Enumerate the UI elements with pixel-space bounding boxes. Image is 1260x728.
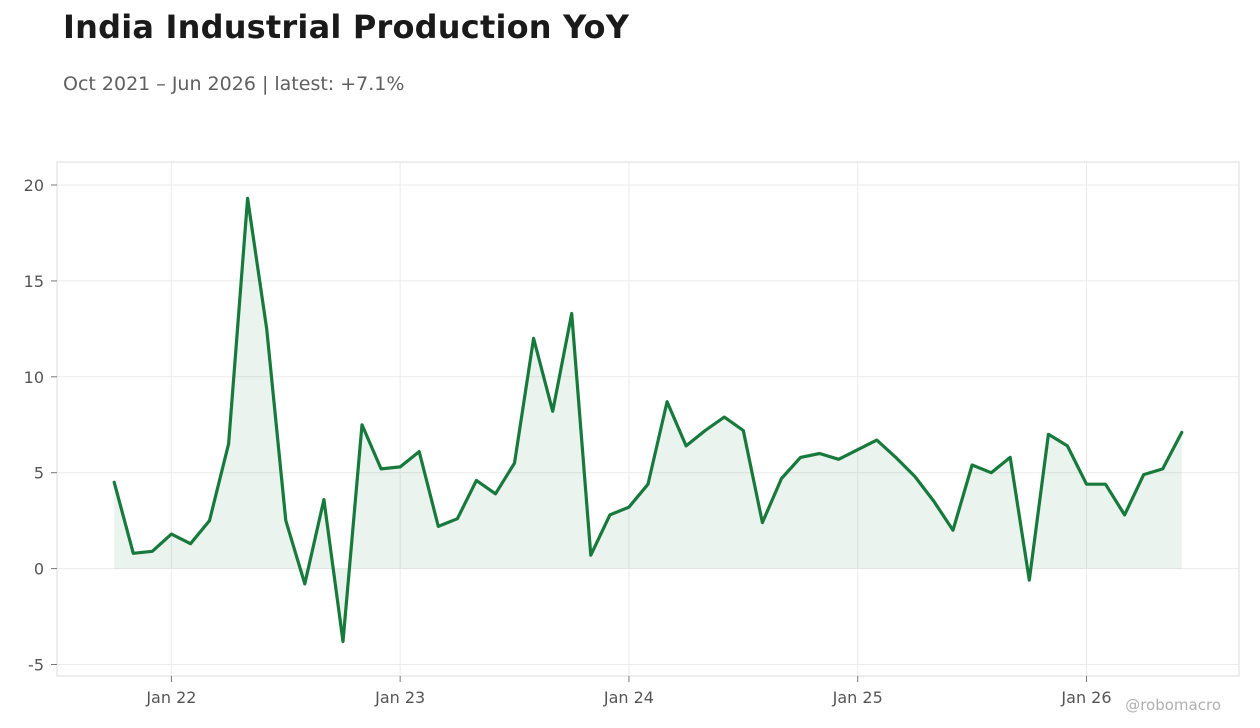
y-tick-label: 5 (34, 464, 44, 483)
x-tick-label: Jan 24 (603, 688, 654, 707)
series-line (112, 196, 1184, 644)
x-tick-label: Jan 25 (832, 688, 883, 707)
y-tick-label: 0 (34, 560, 44, 579)
y-tick-label: 15 (24, 272, 44, 291)
plot-frame (56, 161, 1240, 677)
x-tick-label: Jan 22 (145, 688, 196, 707)
grid-layer (57, 162, 1239, 676)
series-area (114, 198, 1182, 642)
y-tick-label: -5 (28, 655, 44, 674)
y-axis: -5 0 5 10 15 20 (24, 176, 57, 674)
x-tick-label: Jan 26 (1060, 688, 1111, 707)
chart-subtitle: Oct 2021 – Jun 2026 | latest: +7.1% (63, 73, 405, 95)
x-tick-label: Jan 23 (374, 688, 425, 707)
y-tick-label: 20 (24, 176, 44, 195)
watermark: @robomacro (1125, 696, 1221, 714)
chart-title: India Industrial Production YoY (63, 8, 630, 46)
x-axis: Jan 22 Jan 23 Jan 24 Jan 25 Jan 26 (145, 676, 1112, 707)
y-tick-label: 10 (24, 368, 44, 387)
